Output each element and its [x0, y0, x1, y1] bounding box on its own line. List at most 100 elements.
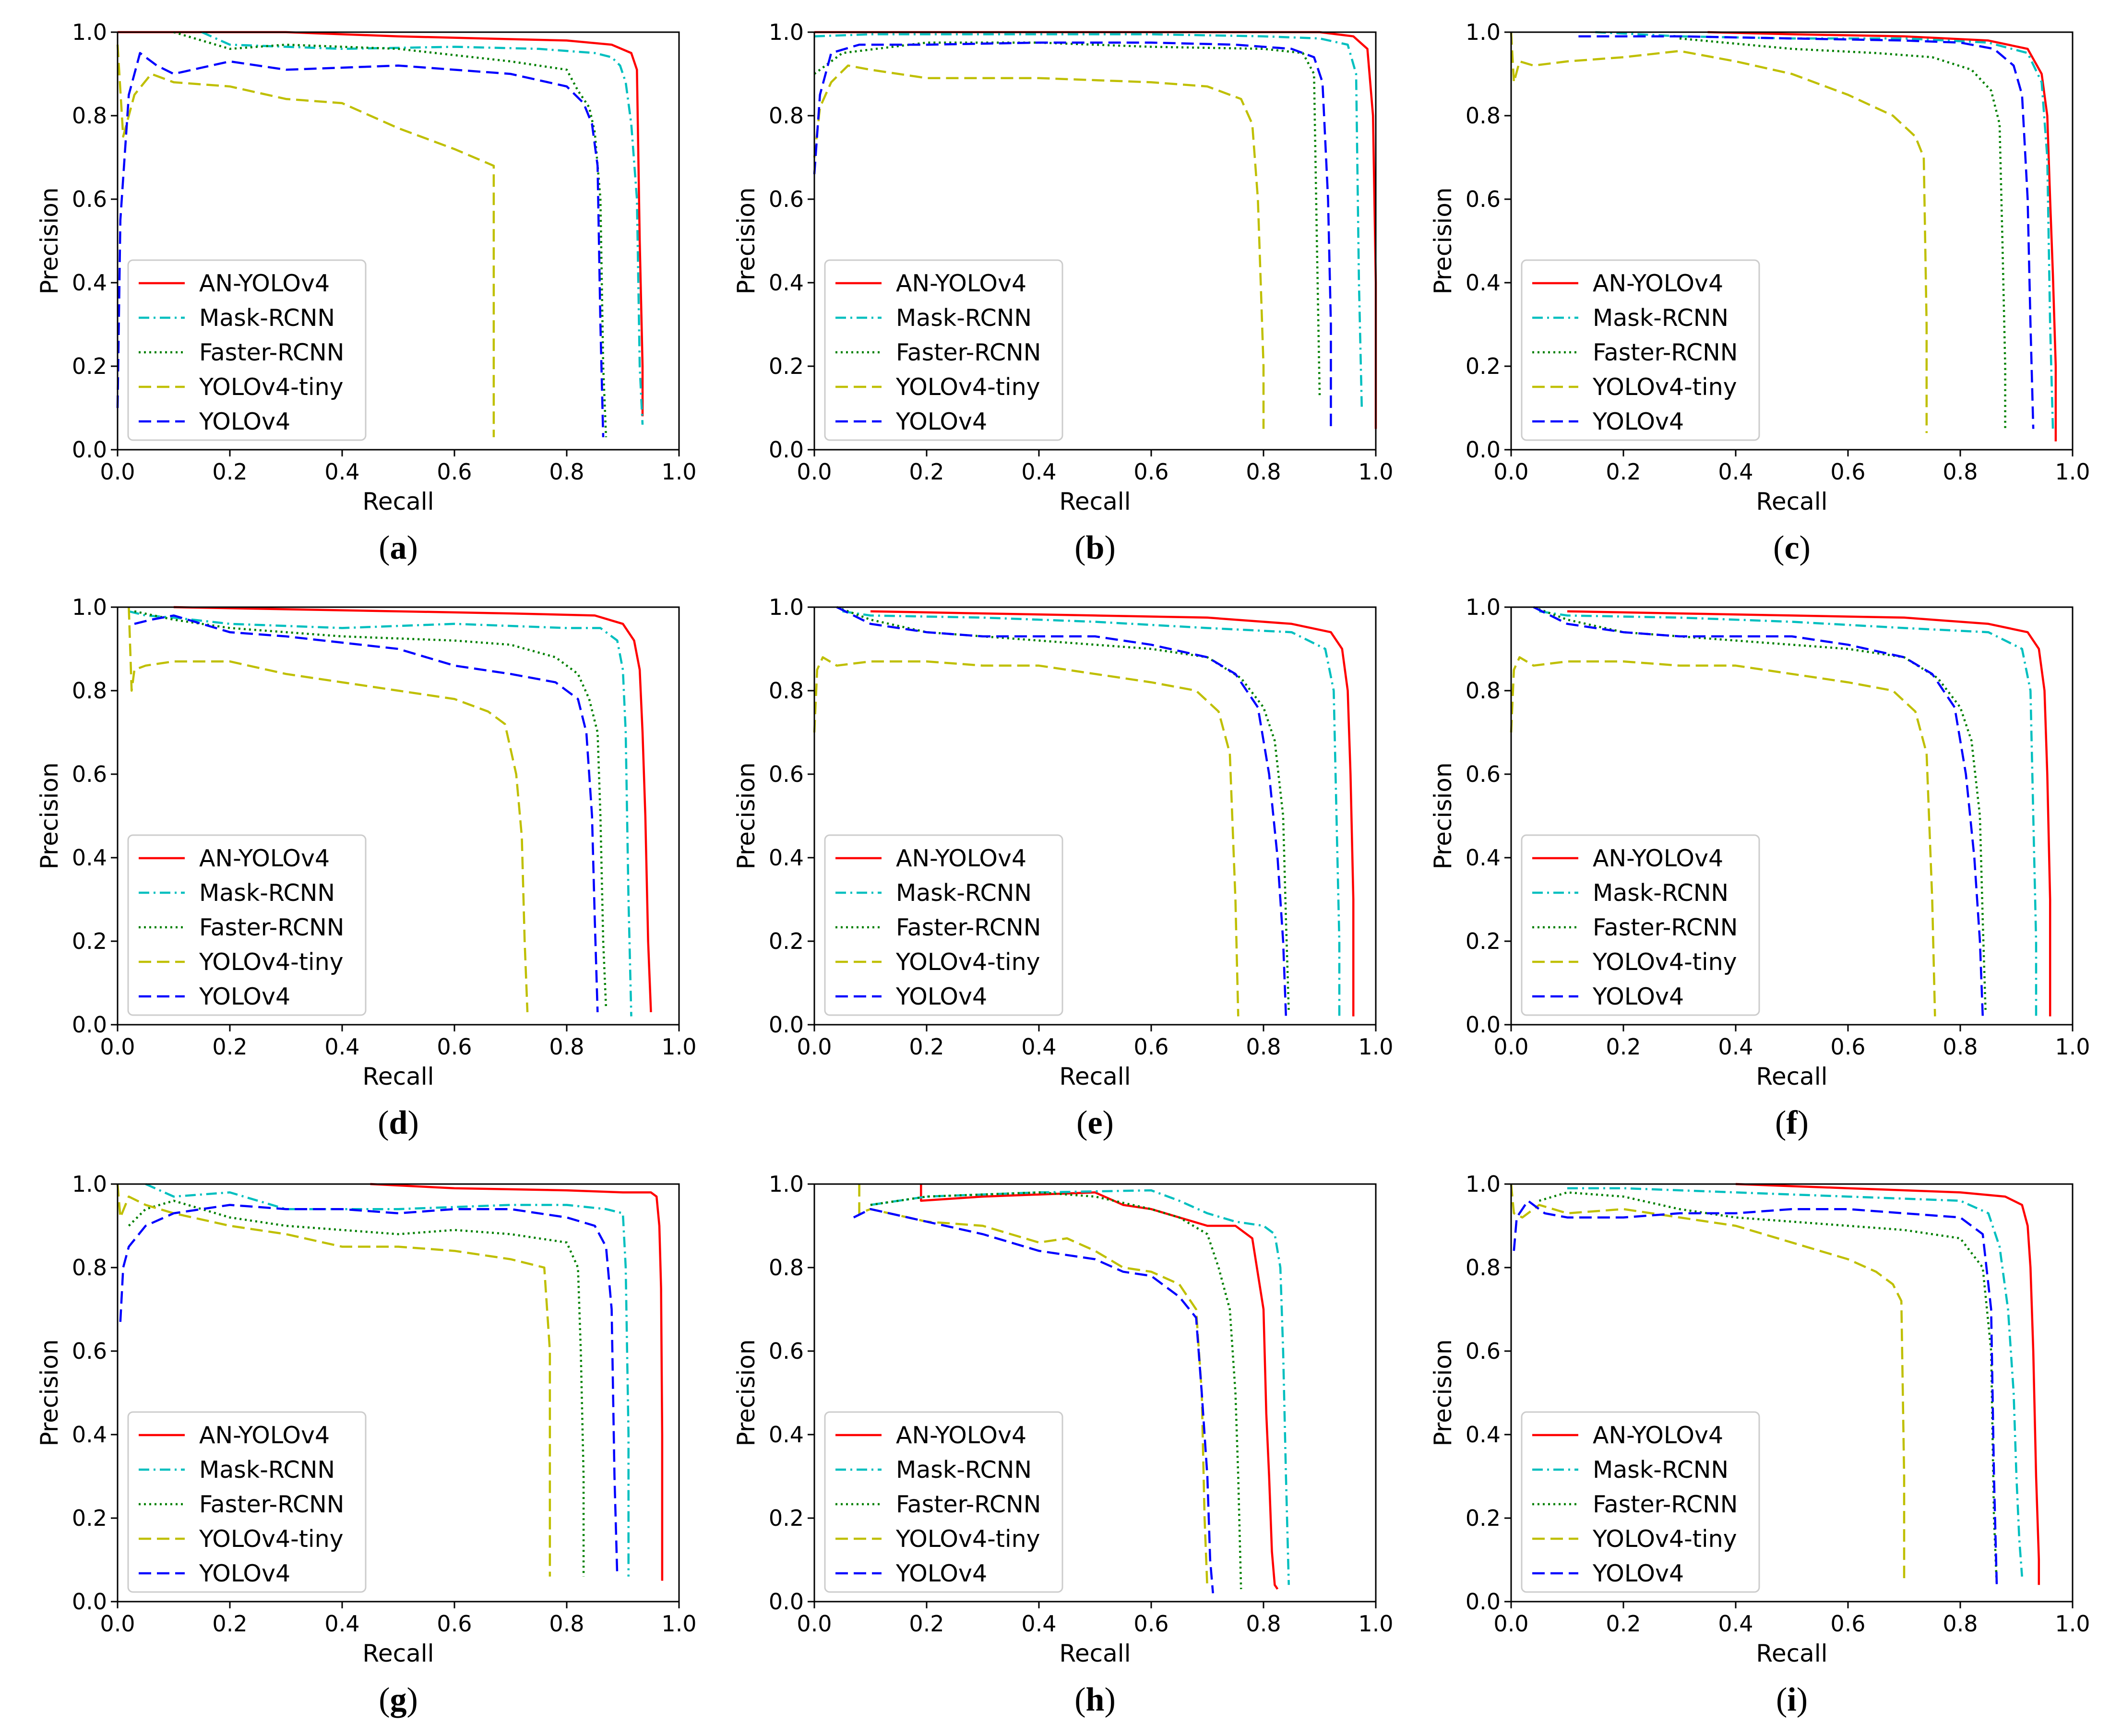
y-tick-label: 0.8 — [769, 1255, 804, 1281]
x-tick-label: 1.0 — [1358, 459, 1393, 485]
legend-label-faster-rcnn: Faster-RCNN — [199, 914, 344, 941]
y-tick-label: 0.2 — [769, 1505, 804, 1531]
panel-caption: (h) — [1074, 1681, 1116, 1718]
series-line-mask-rcnn — [814, 33, 1363, 408]
legend-label-yolov4-tiny: YOLOv4-tiny — [895, 948, 1040, 976]
y-tick-label: 0.0 — [769, 1589, 804, 1615]
y-tick-label: 0.2 — [769, 353, 804, 379]
series-line-yolov4-tiny — [1510, 32, 1928, 433]
legend-label-an-yolov4: AN-YOLOv4 — [896, 845, 1026, 872]
series-group — [813, 606, 1355, 1017]
legend-box — [1521, 259, 1760, 441]
y-tick-label: 0.8 — [72, 1255, 107, 1281]
y-tick-label: 0.0 — [769, 1012, 804, 1038]
chart-panel-e: 0.0 0.2 0.4 0.6 0.8 1.0 0.0 0.2 0.4 0.6 0.8 1.0 Reca… — [732, 594, 1394, 1090]
legend-label-yolov4-tiny: YOLOv4-tiny — [199, 1525, 344, 1553]
legend-label-yolov4-tiny: YOLOv4-tiny — [895, 373, 1040, 401]
series-line-mask-rcnn — [201, 31, 644, 425]
legend-label-faster-rcnn: Faster-RCNN — [1593, 339, 1738, 366]
x-tick-label: 0.4 — [1021, 1034, 1056, 1060]
legend-label-yolov4-tiny: YOLOv4-tiny — [199, 948, 344, 976]
y-tick-label: 0.8 — [769, 103, 804, 129]
legend-label-yolov4: YOLOv4 — [199, 408, 290, 435]
legend-label-faster-rcnn: Faster-RCNN — [199, 339, 344, 366]
x-tick-label: 0.8 — [1246, 1034, 1281, 1060]
y-tick-label: 0.6 — [72, 186, 107, 212]
legend-label-mask-rcnn: Mask-RCNN — [199, 304, 335, 332]
legend: AN-YOLOv4 Mask-RCNN Faster-RCNN YOLOv4-tiny… — [1521, 259, 1760, 441]
y-tick-label: 0.4 — [72, 270, 107, 296]
axes-frame — [117, 31, 680, 451]
y-tick-label: 0.2 — [1466, 1505, 1501, 1531]
x-tick-label: 0.0 — [797, 1034, 832, 1060]
x-tick-label: 0.6 — [1133, 459, 1168, 485]
y-tick-label: 0.4 — [72, 845, 107, 871]
legend-label-an-yolov4: AN-YOLOv4 — [896, 1422, 1026, 1449]
legend-label-yolov4: YOLOv4 — [199, 983, 290, 1010]
series-line-yolov4 — [836, 606, 1287, 1017]
y-tick-label: 0.4 — [769, 845, 804, 871]
y-tick-label: 0.2 — [72, 353, 107, 379]
y-tick-label: 1.0 — [1466, 19, 1501, 45]
panel-caption: (d) — [378, 1104, 419, 1141]
x-axis-label: Recall — [362, 1640, 434, 1667]
series-line-yolov4-tiny — [128, 607, 529, 1012]
x-axis-label: Recall — [1756, 488, 1827, 515]
legend-label-yolov4: YOLOv4 — [1592, 983, 1684, 1010]
panel-caption-letter: f — [1786, 1104, 1798, 1141]
x-tick-label: 0.4 — [324, 1611, 359, 1637]
series-line-an-yolov4 — [1707, 31, 2057, 442]
axes-frame — [117, 606, 680, 1026]
x-tick-label: 0.2 — [909, 459, 944, 485]
legend-label-yolov4: YOLOv4 — [199, 1560, 290, 1587]
x-axis-label: Recall — [1059, 1640, 1131, 1667]
y-tick-label: 0.6 — [769, 186, 804, 212]
y-axis-label: Precision — [1429, 187, 1457, 294]
x-tick-label: 0.8 — [549, 459, 584, 485]
axes-frame — [1510, 31, 2074, 451]
x-tick-label: 0.2 — [909, 1034, 944, 1060]
series-line-yolov4 — [1513, 1199, 1998, 1585]
legend-box — [824, 259, 1063, 441]
y-axis-label: Precision — [1429, 1339, 1457, 1446]
chart-panel-f: 0.0 0.2 0.4 0.6 0.8 1.0 0.0 0.2 0.4 0.6 0.8 1.0 Reca… — [1429, 594, 2090, 1090]
x-tick-label: 0.2 — [212, 1611, 247, 1637]
x-tick-label: 0.4 — [1021, 459, 1056, 485]
legend-label-faster-rcnn: Faster-RCNN — [1593, 914, 1738, 941]
x-tick-label: 1.0 — [2055, 1034, 2090, 1060]
panel-caption: (a) — [379, 529, 418, 566]
y-tick-label: 0.4 — [1466, 845, 1501, 871]
legend: AN-YOLOv4 Mask-RCNN Faster-RCNN YOLOv4-tiny… — [824, 1411, 1063, 1593]
x-tick-label: 0.8 — [1246, 1611, 1281, 1637]
y-tick-label: 0.8 — [72, 678, 107, 704]
y-axis-label: Precision — [1429, 762, 1457, 869]
series-line-faster-rcnn — [1538, 1191, 1998, 1585]
x-tick-label: 0.6 — [1830, 1611, 1865, 1637]
legend-box — [127, 1411, 367, 1593]
legend-label-faster-rcnn: Faster-RCNN — [896, 1491, 1041, 1518]
x-tick-label: 0.8 — [549, 1034, 584, 1060]
y-tick-label: 0.6 — [1466, 186, 1501, 212]
series-line-an-yolov4 — [173, 606, 652, 1012]
x-tick-label: 0.4 — [324, 459, 359, 485]
series-line-an-yolov4 — [870, 610, 1355, 1017]
panel-caption-letter: g — [390, 1681, 407, 1718]
x-tick-label: 0.0 — [797, 459, 832, 485]
x-tick-label: 1.0 — [661, 459, 696, 485]
y-axis-label: Precision — [36, 187, 63, 294]
series-line-faster-rcnn — [1533, 606, 1987, 1012]
legend-label-mask-rcnn: Mask-RCNN — [896, 1456, 1032, 1484]
series-line-faster-rcnn — [836, 606, 1290, 1012]
y-tick-label: 1.0 — [72, 19, 107, 45]
axes-frame — [813, 1183, 1377, 1603]
x-tick-label: 0.0 — [1493, 1611, 1528, 1637]
y-axis-label: Precision — [36, 1339, 63, 1446]
panel-caption: (g) — [379, 1681, 418, 1718]
legend-label-yolov4-tiny: YOLOv4-tiny — [199, 373, 344, 401]
legend-label-an-yolov4: AN-YOLOv4 — [1593, 845, 1723, 872]
panel-caption-letter: a — [390, 529, 407, 566]
series-line-faster-rcnn — [813, 41, 1321, 395]
series-line-yolov4 — [116, 52, 605, 437]
legend-label-mask-rcnn: Mask-RCNN — [199, 879, 335, 907]
